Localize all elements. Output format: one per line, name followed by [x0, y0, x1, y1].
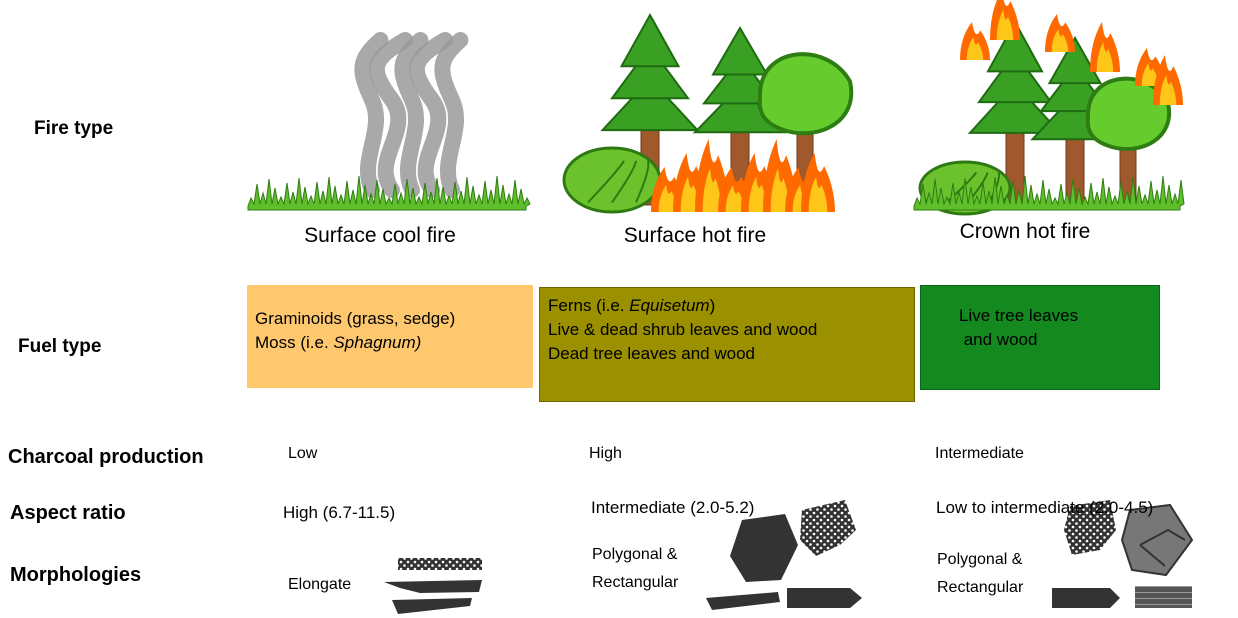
fuel-text: Live & dead shrub leaves and wood: [548, 320, 817, 339]
aspect-ratio: High (6.7-11.5): [283, 503, 395, 523]
morphology-label: Polygonal &Rectangular: [592, 541, 678, 597]
fuel-box: Live tree leaves and wood: [920, 285, 1160, 390]
canopy: [713, 28, 767, 74]
morphology-line: Elongate: [288, 571, 351, 599]
row-label: Charcoal production: [8, 446, 204, 469]
charcoal-elongate: [384, 558, 482, 614]
fuel-text: Graminoids (grass, sedge): [255, 309, 455, 328]
morphology-label: Elongate: [288, 571, 351, 599]
charcoal-production: Intermediate: [935, 445, 1024, 463]
morphology-line: Rectangular: [937, 574, 1023, 602]
fuel-text: Ferns (i.e.: [548, 296, 629, 315]
charcoal-production: High: [589, 445, 622, 463]
fuel-text: Equisetum: [629, 296, 709, 315]
diagram: Fire type Fuel type Charcoal production …: [0, 0, 1238, 618]
fuel-line: Ferns (i.e. Equisetum): [548, 294, 914, 318]
fuel-line: Live tree leaves: [959, 304, 1159, 328]
charcoal-production: Low: [288, 445, 317, 463]
fire-type-caption: Crown hot fire: [960, 220, 1091, 244]
fuel-text: Moss (i.e.: [255, 333, 333, 352]
canopy: [622, 15, 679, 66]
fuel-text: Dead tree leaves and wood: [548, 344, 755, 363]
aspect-ratio: Low to intermediate (2.0-4.5): [936, 498, 1153, 518]
fire-type-caption: Surface hot fire: [624, 224, 766, 248]
canopy: [760, 54, 851, 133]
fuel-line: Moss (i.e. Sphagnum): [255, 331, 533, 355]
fuel-line: Live & dead shrub leaves and wood: [548, 318, 914, 342]
fuel-line: Graminoids (grass, sedge): [255, 307, 533, 331]
aspect-ratio: Intermediate (2.0-5.2): [591, 498, 754, 518]
morphology-line: Polygonal &: [937, 546, 1023, 574]
row-label: Fuel type: [18, 336, 101, 358]
fuel-text: Sphagnum): [333, 333, 421, 352]
fuel-text: Live tree leaves: [959, 306, 1078, 325]
row-label: Fire type: [34, 118, 113, 140]
fuel-box: Graminoids (grass, sedge) Moss (i.e. Spha…: [247, 285, 533, 388]
fuel-text: and wood: [959, 330, 1037, 349]
row-label: Morphologies: [10, 564, 141, 587]
fire-type-caption: Surface cool fire: [304, 224, 456, 248]
morphology-line: Polygonal &: [592, 541, 678, 569]
row-label: Aspect ratio: [10, 502, 126, 525]
fuel-line: and wood: [959, 328, 1159, 352]
fuel-box: Ferns (i.e. Equisetum) Live & dead shrub …: [539, 287, 915, 402]
morphology-label: Polygonal &Rectangular: [937, 546, 1023, 602]
fuel-line: Dead tree leaves and wood: [548, 342, 914, 366]
fuel-text: ): [710, 296, 716, 315]
morphology-line: Rectangular: [592, 569, 678, 597]
